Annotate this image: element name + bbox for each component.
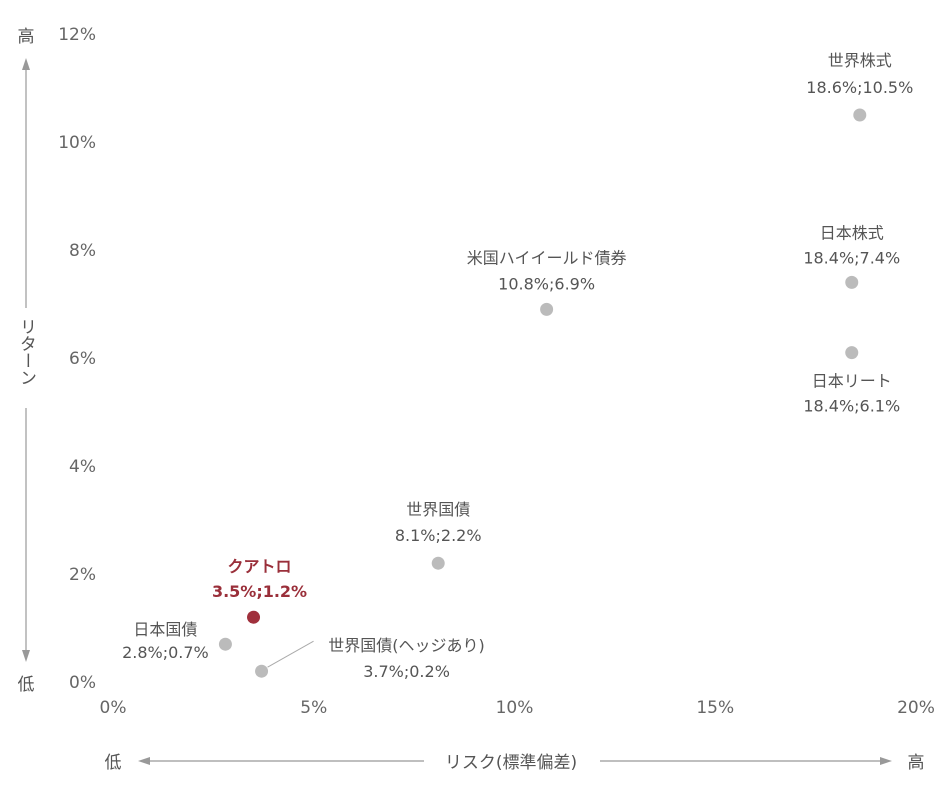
point-name-label: 世界株式 xyxy=(828,51,892,70)
data-point xyxy=(853,108,867,122)
y-tick-label: 12% xyxy=(58,25,96,45)
point-value-label: 18.4%;7.4% xyxy=(803,248,900,267)
point-value-label: 3.7%;0.2% xyxy=(363,662,450,681)
y-high-label: 高 xyxy=(18,27,35,47)
x-axis-label: リスク(標準偏差) xyxy=(445,753,577,773)
point-name-label: 日本株式 xyxy=(820,223,884,242)
data-point xyxy=(255,664,269,678)
y-axis-label: リターン xyxy=(16,318,36,386)
y-tick-label: 10% xyxy=(58,133,96,153)
x-low-label: 低 xyxy=(105,753,122,773)
point-name-label: 米国ハイイールド債券 xyxy=(467,248,627,267)
data-point xyxy=(218,637,232,651)
point-value-label: 18.4%;6.1% xyxy=(803,397,900,416)
point-name-label: 日本国債 xyxy=(133,620,197,639)
data-point xyxy=(845,346,859,360)
point-name-label: 日本リート xyxy=(812,372,892,391)
point-value-label: 3.5%;1.2% xyxy=(212,582,307,601)
x-tick-label: 10% xyxy=(496,698,534,718)
point-value-label: 10.8%;6.9% xyxy=(498,274,595,293)
x-axis-direction: 低 リスク(標準偏差) 高 xyxy=(105,753,925,773)
point-labels: 世界株式 18.6%;10.5% 日本株式 18.4%;7.4% 日本リート 18.4%;… xyxy=(122,51,913,681)
x-arrow-left-head xyxy=(138,757,150,765)
y-tick-label: 8% xyxy=(69,241,96,261)
data-point xyxy=(431,556,445,570)
y-tick-label: 2% xyxy=(69,565,96,585)
point-value-label: 2.8%;0.7% xyxy=(122,643,209,662)
point-value-label: 18.6%;10.5% xyxy=(806,78,913,97)
leader-line xyxy=(267,640,314,668)
x-axis-ticks: 0% 5% 10% 15% 20% xyxy=(100,698,935,718)
x-arrow-right-head xyxy=(880,757,892,765)
point-name-label: クアトロ xyxy=(228,557,292,576)
y-axis-direction: 高 リターン 低 xyxy=(16,27,36,695)
point-name-label: 世界国債 xyxy=(406,500,470,519)
x-tick-label: 15% xyxy=(696,698,734,718)
y-low-label: 低 xyxy=(18,675,35,695)
y-arrow-down-head xyxy=(22,650,30,662)
x-high-label: 高 xyxy=(908,753,925,773)
y-tick-label: 6% xyxy=(69,349,96,369)
data-points xyxy=(218,108,867,678)
x-tick-label: 20% xyxy=(897,698,935,718)
x-tick-label: 0% xyxy=(100,698,127,718)
y-tick-label: 4% xyxy=(69,457,96,477)
data-point xyxy=(845,275,859,289)
data-point xyxy=(540,302,554,316)
x-tick-label: 5% xyxy=(300,698,327,718)
y-axis-ticks: 0% 2% 4% 6% 8% 10% 12% xyxy=(58,25,96,693)
highlight-point xyxy=(247,610,261,624)
point-name-label: 世界国債(ヘッジあり) xyxy=(328,636,485,655)
y-arrow-up-head xyxy=(22,58,30,70)
y-tick-label: 0% xyxy=(69,673,96,693)
point-value-label: 8.1%;2.2% xyxy=(395,526,482,545)
